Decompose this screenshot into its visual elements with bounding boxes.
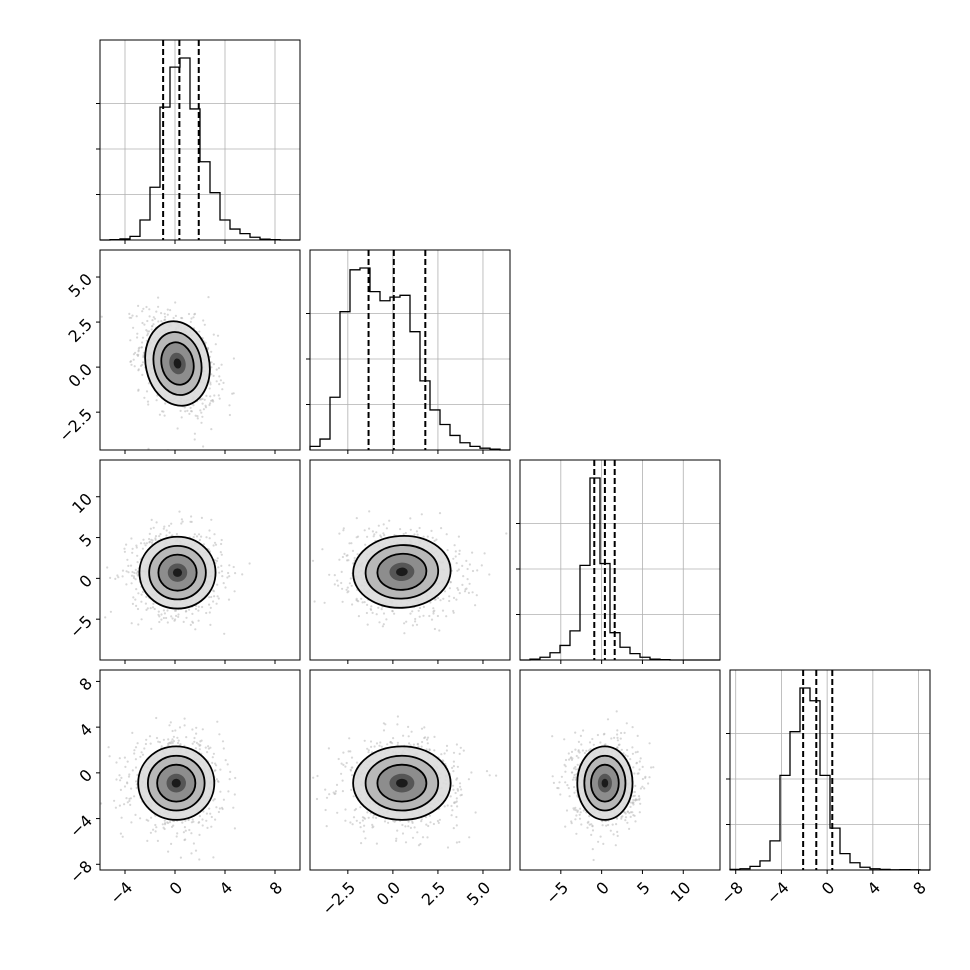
density-level-2-0-4 <box>172 568 183 577</box>
x-tick-label-1-1: 0.0 <box>373 878 404 909</box>
y-tick-label-1-1: 0.0 <box>65 360 96 391</box>
x-tick-label-2-0: −5 <box>542 878 572 908</box>
scatter-panel-2-0 <box>96 459 301 664</box>
y-tick-label-3-1: −4 <box>66 811 96 841</box>
scatter-2-0-frame <box>99 459 301 661</box>
hist-2-frame <box>519 459 721 661</box>
x-tick-label-2-1: 0 <box>592 878 613 899</box>
scatter-3-0-frame <box>99 669 301 871</box>
contour-1-0-1 <box>152 331 203 396</box>
x-tick-label-1-0: −2.5 <box>318 878 359 919</box>
x-tick-label-3-2: 0 <box>818 878 839 899</box>
density-level-2-1-4 <box>396 567 408 577</box>
hist-3-frame <box>729 669 931 871</box>
contour-1-0-2 <box>160 341 195 386</box>
scatter-3-1-frame <box>309 669 511 871</box>
contour-3-0-1 <box>146 754 206 812</box>
scatter-panel-3-1 <box>309 669 511 874</box>
contour-2-1-1 <box>364 544 440 600</box>
contour-3-0-2 <box>156 763 197 803</box>
y-tick-label-3-2: 0 <box>75 765 96 786</box>
x-tick-label-2-3: 10 <box>667 878 695 906</box>
y-tick-label-1-0: −2.5 <box>55 405 96 446</box>
contour-3-1-1 <box>364 754 440 812</box>
y-tick-label-3-3: 4 <box>75 720 96 741</box>
hist-0-steps <box>100 57 300 241</box>
hist-0-frame <box>99 39 301 241</box>
hist-1-steps <box>309 267 510 451</box>
density-level-3-0-4 <box>171 778 181 788</box>
y-tick-label-1-3: 5.0 <box>65 270 96 301</box>
hist-1-frame <box>309 249 511 451</box>
x-tick-label-0-2: 4 <box>216 878 237 899</box>
x-tick-label-0-3: 8 <box>266 878 287 899</box>
contour-2-0-1 <box>148 545 207 601</box>
scatter-2-1-frame <box>309 459 511 661</box>
hist-panel-0 <box>96 39 301 241</box>
y-tick-label-3-4: 8 <box>75 674 96 695</box>
contour-1-0-0 <box>144 320 211 407</box>
scatter-1-0-frame <box>99 249 301 451</box>
contour-2-1-2 <box>376 552 428 591</box>
contour-3-0-0 <box>137 745 216 821</box>
hist-panel-2 <box>516 459 721 661</box>
x-tick-label-3-4: 8 <box>909 878 930 899</box>
contour-2-0-0 <box>138 535 217 610</box>
y-tick-label-3-0: −8 <box>66 857 96 887</box>
contour-3-2-2 <box>590 763 620 803</box>
scatter-panel-3-2 <box>519 669 721 874</box>
contour-2-1-0 <box>352 534 452 609</box>
scatter-panel-2-1 <box>309 459 511 664</box>
x-tick-label-0-0: −4 <box>106 878 136 908</box>
x-tick-label-3-0: −8 <box>717 878 747 908</box>
y-tick-label-2-1: 0 <box>75 571 96 592</box>
contour-3-1-0 <box>352 745 452 821</box>
scatter-3-2-frame <box>519 669 721 871</box>
contour-3-1-2 <box>376 763 428 803</box>
x-tick-label-0-1: 0 <box>166 878 187 899</box>
y-tick-label-1-2: 2.5 <box>65 315 96 346</box>
contour-2-0-2 <box>157 553 198 592</box>
x-tick-label-3-3: 4 <box>864 878 885 899</box>
x-tick-label-1-2: 2.5 <box>418 878 449 909</box>
hist-panel-3 <box>726 669 931 871</box>
density-level-3-2-4 <box>601 778 609 788</box>
x-tick-label-3-1: −4 <box>763 878 793 908</box>
x-tick-label-2-2: 5 <box>633 878 654 899</box>
y-tick-label-2-2: 5 <box>75 530 96 551</box>
contour-3-2-1 <box>583 754 627 812</box>
hist-panel-1 <box>306 249 511 451</box>
y-tick-label-2-0: −5 <box>66 612 96 642</box>
contour-3-2-0 <box>576 745 634 821</box>
scatter-panel-1-0 <box>96 249 301 454</box>
x-tick-label-1-3: 5.0 <box>463 878 494 909</box>
scatter-panel-3-0 <box>96 669 301 874</box>
y-tick-label-2-3: 10 <box>68 489 96 517</box>
density-level-3-1-4 <box>396 778 408 788</box>
density-level-1-0-4 <box>173 358 182 369</box>
